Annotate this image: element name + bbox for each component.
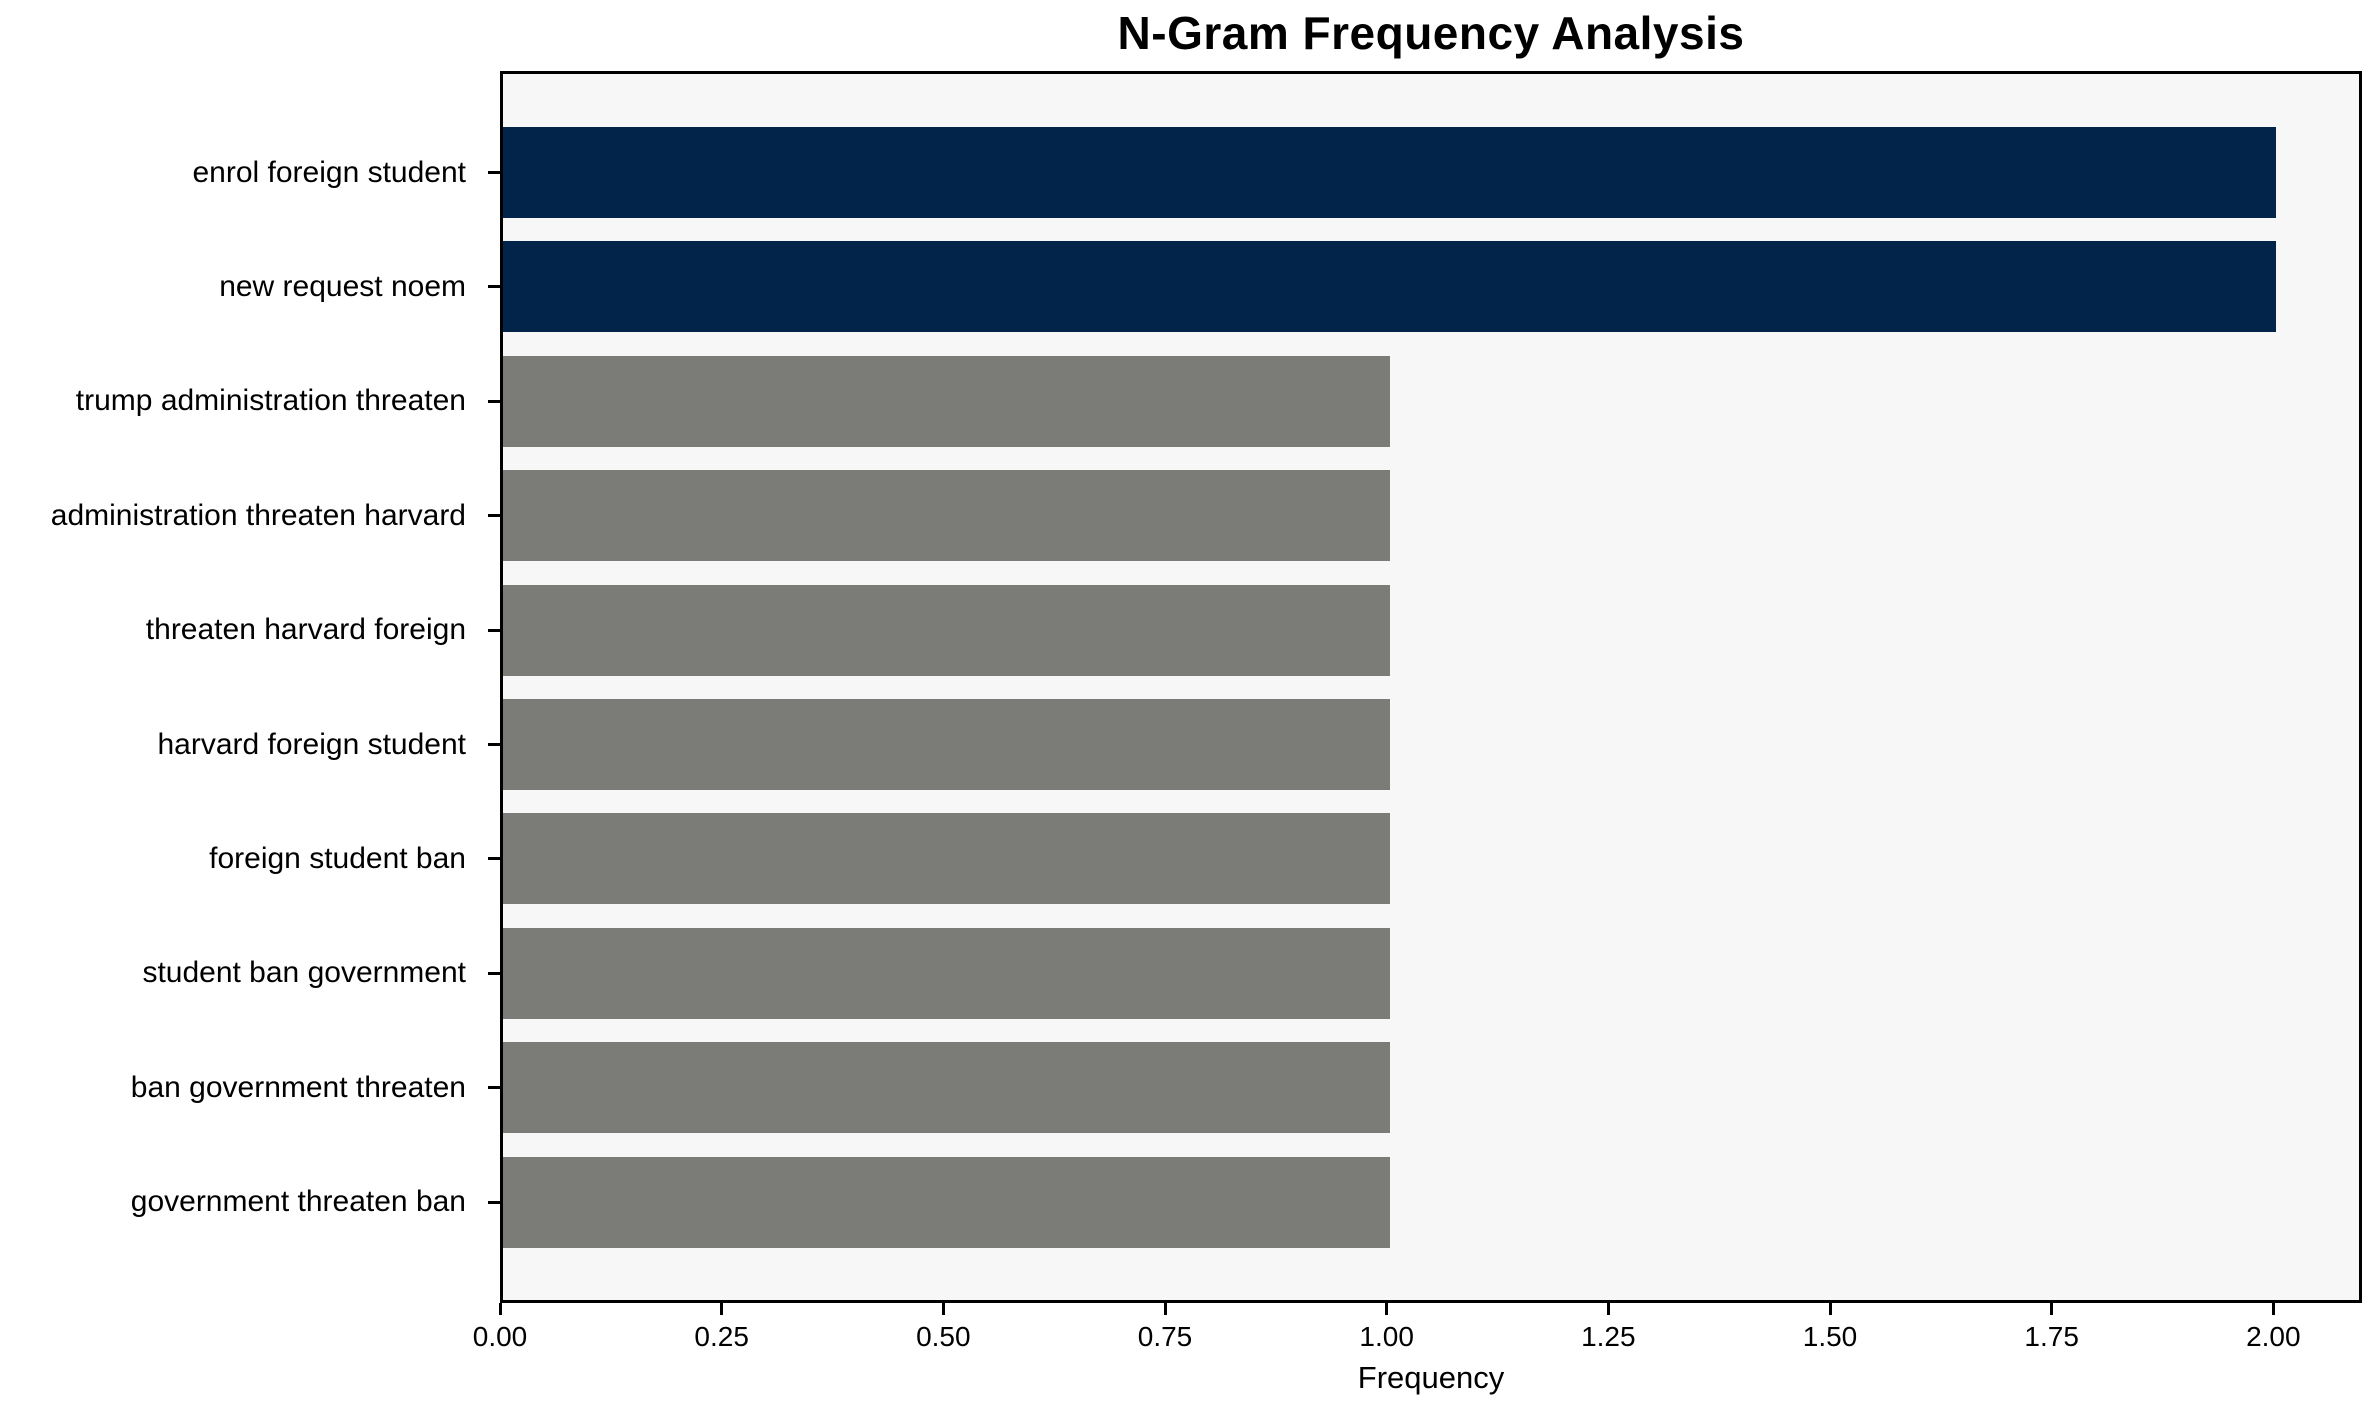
x-tick-mark xyxy=(2050,1303,2054,1315)
bar xyxy=(503,699,1390,790)
x-tick-label: 0.50 xyxy=(916,1321,971,1352)
y-tick-label: harvard foreign student xyxy=(157,727,466,761)
x-tick-mark xyxy=(1828,1303,1832,1315)
y-tick-mark xyxy=(488,399,500,403)
y-tick-label: administration threaten harvard xyxy=(50,498,466,532)
x-tick-label: 1.50 xyxy=(1802,1321,1858,1352)
x-tick-mark xyxy=(1385,1303,1389,1315)
bar xyxy=(503,127,2277,218)
x-tick-label: 1.00 xyxy=(1359,1321,1414,1352)
y-tick-mark xyxy=(488,743,500,746)
x-tick-label: 2.00 xyxy=(2246,1321,2301,1352)
x-tick-mark xyxy=(498,1303,502,1315)
y-tick-label: trump administration threaten xyxy=(75,384,466,418)
bar xyxy=(503,927,1390,1019)
plot-area xyxy=(500,71,2362,1303)
x-tick-label: 0.75 xyxy=(1137,1321,1193,1352)
bar xyxy=(503,241,2277,333)
bar xyxy=(503,1156,1390,1248)
y-tick-mark xyxy=(488,285,500,289)
y-tick-mark xyxy=(488,1200,500,1204)
y-tick-mark xyxy=(488,971,500,975)
y-tick-mark xyxy=(488,857,500,861)
x-tick-mark xyxy=(941,1303,945,1315)
bar xyxy=(503,1042,1390,1134)
x-tick-label: 0.25 xyxy=(694,1321,749,1352)
y-tick-label: government threaten ban xyxy=(130,1185,466,1219)
y-tick-label: student ban government xyxy=(142,956,466,990)
chart-title: N-Gram Frequency Analysis xyxy=(1117,7,1745,59)
y-tick-mark xyxy=(488,1086,500,1090)
x-tick-mark xyxy=(1163,1303,1167,1315)
y-tick-label: ban government threaten xyxy=(130,1070,466,1104)
bar xyxy=(503,584,1390,676)
x-axis-label: Frequency xyxy=(1357,1360,1505,1395)
x-tick-label: 0.00 xyxy=(472,1321,528,1352)
y-tick-label: foreign student ban xyxy=(209,841,466,875)
x-tick-label: 1.75 xyxy=(2024,1321,2079,1352)
y-tick-mark xyxy=(488,628,500,632)
y-tick-mark xyxy=(488,171,500,174)
x-tick-label: 1.25 xyxy=(1581,1321,1636,1352)
y-tick-label: new request noem xyxy=(219,269,466,303)
bar xyxy=(503,355,1390,447)
bar xyxy=(503,470,1390,562)
y-tick-mark xyxy=(488,514,500,518)
x-tick-mark xyxy=(1606,1303,1610,1315)
y-tick-label: threaten harvard foreign xyxy=(145,613,466,647)
bar xyxy=(503,813,1390,905)
x-tick-mark xyxy=(720,1303,724,1315)
x-tick-mark xyxy=(2271,1303,2275,1315)
y-tick-label: enrol foreign student xyxy=(192,155,466,189)
